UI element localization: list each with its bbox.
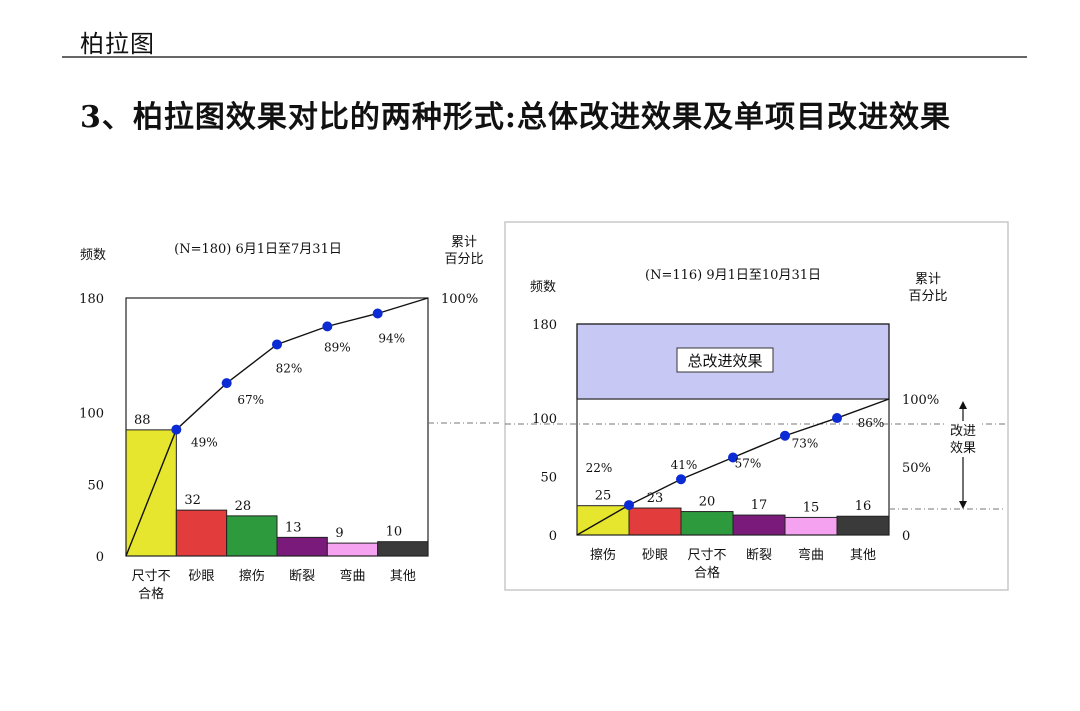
cumulative-percent-label: 73% (792, 437, 819, 451)
header-divider (62, 56, 1027, 58)
bar-value-label: 17 (751, 498, 768, 513)
bar-4 (276, 536, 328, 557)
cumulative-percent-label: 67% (237, 393, 264, 407)
y-axis-title: 频数 (80, 248, 106, 263)
bar-value-label: 9 (335, 526, 343, 541)
category-label: 擦伤 (239, 569, 265, 584)
bar-value-label: 13 (285, 520, 302, 535)
cumulative-point (322, 321, 333, 332)
plot-area (125, 297, 429, 557)
improvement-arrow-head-down (959, 501, 967, 509)
cumulative-percent-label: 94% (378, 331, 405, 345)
category-label: 砂眼 (188, 569, 214, 584)
category-label: 其他 (390, 569, 416, 584)
category-label: 弯曲 (339, 568, 365, 584)
improvement-arrow-head-up (959, 401, 967, 410)
category-label: 断裂 (289, 569, 315, 584)
y2-tick-label: 100% (441, 292, 478, 307)
category-label: 尺寸不 (132, 569, 171, 584)
cumulative-point (272, 339, 282, 350)
bar-6 (836, 515, 890, 536)
bar-value-label: 88 (134, 413, 151, 428)
category-label: 砂眼 (642, 548, 668, 563)
y-tick-label: 180 (79, 292, 104, 307)
cumulative-percent-label: 57% (735, 456, 762, 470)
bar-4 (732, 514, 786, 536)
cumulative-point (624, 500, 634, 511)
bar-3 (680, 511, 734, 536)
improvement-label: 总改进效果 (687, 352, 762, 370)
bar-5 (326, 542, 379, 557)
y2-tick-label: 0 (902, 529, 910, 544)
plot-area (576, 323, 890, 536)
y2-axis-title-line1: 累计 (451, 235, 477, 250)
bar-6 (377, 541, 429, 557)
cumulative-percent-label: 22% (586, 461, 613, 475)
category-label: 合格 (694, 565, 720, 581)
y2-tick-label: 50% (902, 461, 931, 476)
y-tick-label: 100 (79, 407, 104, 422)
bar-value-label: 32 (184, 493, 201, 508)
bar-2 (175, 509, 228, 557)
category-label: 其他 (850, 548, 876, 563)
y2-tick-label: 100% (902, 393, 939, 408)
category-label: 弯曲 (798, 547, 824, 563)
bar-5 (784, 516, 838, 536)
header-title: 柏拉图 (80, 30, 155, 58)
cumulative-percent-label: 49% (191, 436, 218, 450)
bar-value-label: 25 (595, 489, 612, 504)
y-tick-label: 100 (532, 412, 557, 427)
bar-value-label: 10 (386, 525, 403, 540)
cumulative-percent-label: 82% (276, 361, 303, 375)
category-label: 断裂 (746, 548, 772, 563)
bar-3 (226, 515, 278, 557)
category-label: 擦伤 (590, 548, 616, 563)
improvement-arrow-label-bg (945, 421, 981, 458)
cumulative-percent-label: 89% (324, 340, 351, 354)
chart-title: (N=116) 9月1日至10月31日 (645, 268, 821, 283)
cumulative-point (676, 474, 686, 485)
y-tick-label: 180 (532, 318, 557, 333)
y2-axis-title-line2: 百分比 (444, 252, 483, 267)
improvement-arrow-label-line1: 改进 (950, 424, 976, 439)
y2-axis-title-line2: 百分比 (908, 289, 947, 304)
cumulative-point (171, 424, 182, 435)
cumulative-percent-label: 41% (671, 458, 698, 472)
improvement-label-box (676, 347, 774, 373)
category-label: 合格 (138, 586, 164, 602)
chart-title: (N=180) 6月1日至7月31日 (174, 242, 342, 257)
slide-subtitle: 3、柏拉图效果对比的两种形式:总体改进效果及单项目改进效果 (80, 100, 951, 135)
cumulative-percent-label: 86% (858, 416, 885, 430)
y-tick-label: 0 (96, 550, 104, 565)
cumulative-point (832, 413, 842, 424)
y2-axis-title-line1: 累计 (915, 272, 941, 287)
bar-value-label: 16 (855, 499, 872, 514)
y-axis-title: 频数 (530, 280, 556, 295)
improvement-arrow-label-line2: 效果 (950, 441, 976, 456)
bar-2 (628, 507, 682, 536)
y-tick-label: 50 (540, 470, 557, 485)
cumulative-point (728, 452, 738, 463)
bar-value-label: 23 (647, 491, 664, 506)
y-tick-label: 50 (87, 478, 104, 493)
cumulative-point (372, 308, 383, 319)
category-label: 尺寸不 (687, 548, 726, 563)
y-tick-label: 0 (549, 529, 557, 544)
bar-value-label: 20 (699, 495, 716, 510)
cumulative-point (221, 378, 232, 389)
cumulative-point (780, 430, 790, 441)
bar-value-label: 15 (803, 500, 820, 515)
bar-value-label: 28 (235, 499, 252, 514)
